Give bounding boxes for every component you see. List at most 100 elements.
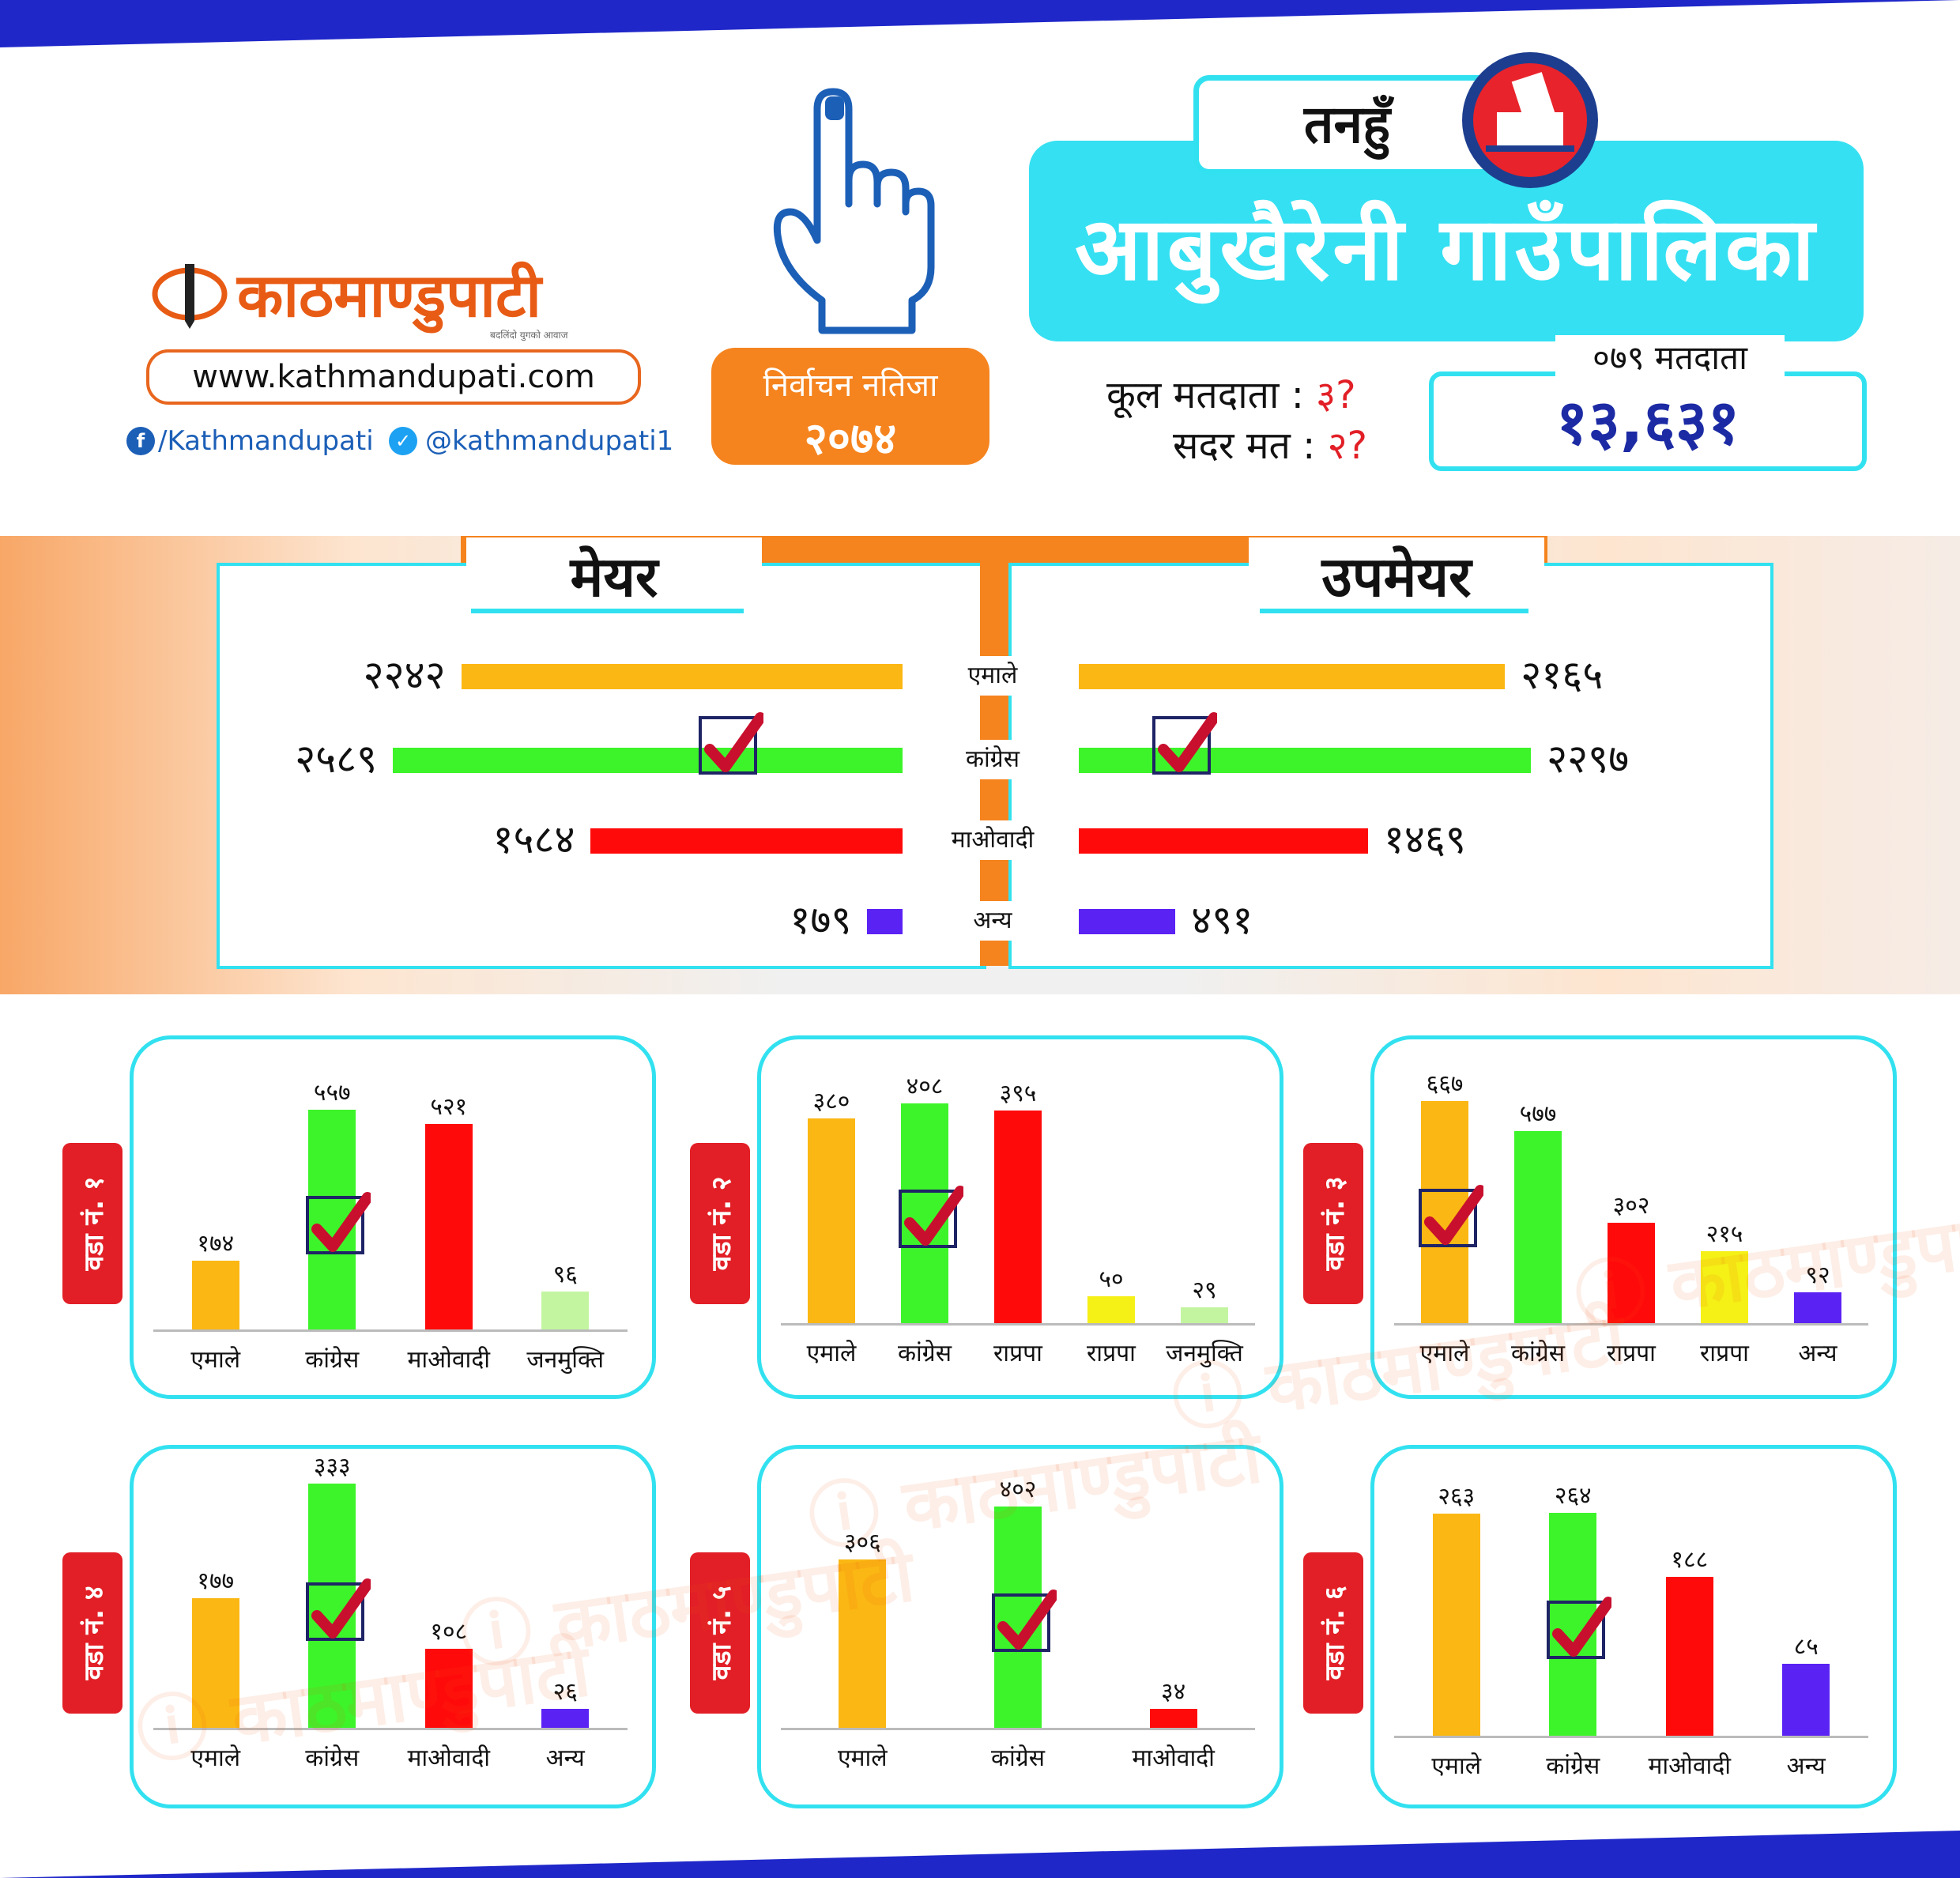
election-result-badge: निर्वाचन नतिजा २०७४ <box>711 348 989 465</box>
ward-bar-category: अन्य <box>545 1744 585 1772</box>
bottom-accent-band <box>0 1831 1960 1878</box>
ward-bar-category: माओवादी <box>1132 1744 1215 1772</box>
winner-check-icon <box>1419 1184 1483 1247</box>
ward-bar <box>994 1111 1042 1323</box>
x-axis-line <box>1394 1323 1868 1326</box>
ward-bar <box>1665 1577 1713 1736</box>
ward-bar <box>1432 1514 1480 1736</box>
mayor-bar <box>393 748 903 773</box>
result-year: २०७४ <box>804 413 897 465</box>
mayor-bar <box>461 664 903 689</box>
ward-number-label: वडा नं. ३ <box>1319 1176 1351 1271</box>
mayor-bar <box>867 909 903 934</box>
facebook-icon: f <box>126 427 155 455</box>
ward-bar-category: राप्रपा <box>1087 1340 1136 1367</box>
ward-bar-category: कांग्रेस <box>1546 1752 1600 1780</box>
mayor-value: २२४२ <box>363 652 446 698</box>
ward-bar-category: माओवादी <box>407 1744 491 1772</box>
ballot-box-icon <box>1462 52 1598 188</box>
ward-bar-value: ८५ <box>1793 1633 1819 1661</box>
website-link[interactable]: www.kathmandupati.com <box>146 349 641 405</box>
ward-bar-value: १७४ <box>197 1230 235 1258</box>
ward-bar <box>191 1261 239 1329</box>
ward-bar <box>808 1118 855 1323</box>
deputy-bar <box>1079 748 1532 773</box>
mayor-value: १७९ <box>790 897 852 943</box>
ward-bar-category: एमाले <box>190 1346 241 1374</box>
ward-bar-category: कांग्रेस <box>305 1744 360 1772</box>
ward-bar-value: १०८ <box>430 1617 468 1646</box>
brand-tagline: बदलिंदो युगको आवाज <box>490 330 568 341</box>
result-label: निर्वाचन नतिजा <box>763 368 938 404</box>
mayor-title-underline <box>471 609 744 613</box>
ward-bar-category: राप्रपा <box>993 1340 1042 1367</box>
ward-bar <box>424 1123 473 1329</box>
pen-logo-icon <box>152 264 228 329</box>
ward-bar-value: १८८ <box>1671 1546 1709 1574</box>
facebook-handle[interactable]: /Kathmandupati <box>158 425 374 457</box>
ward-bar-value: २६३ <box>1438 1483 1476 1511</box>
voters-count: १३,६३१ <box>1555 387 1740 458</box>
ward-bar-value: ४०२ <box>999 1476 1037 1504</box>
winner-check-icon <box>1547 1597 1612 1660</box>
ward-bar-value: ३०२ <box>1612 1191 1650 1220</box>
winner-check-icon <box>899 1186 963 1249</box>
deputy-bar <box>1079 664 1506 689</box>
x-axis-line <box>1394 1736 1868 1738</box>
ward-bar-value: ४०८ <box>906 1073 944 1101</box>
x-axis-line <box>781 1323 1255 1326</box>
ward-bar-value: ५० <box>1099 1265 1124 1293</box>
ward-number-tab: वडा नं. १ <box>62 1143 122 1304</box>
ward-bar <box>1181 1307 1228 1323</box>
ward-bar-category: एमाले <box>838 1744 888 1772</box>
deputy-title: उपमेयर <box>1249 537 1544 617</box>
twitter-handle[interactable]: @kathmandupati1 <box>425 425 674 457</box>
district-name: तनहुँ <box>1193 75 1501 175</box>
ward-bar-value: ५२१ <box>430 1092 468 1121</box>
total-voters-value: ३? <box>1316 373 1356 417</box>
ward-bar-value: ३८० <box>812 1088 850 1116</box>
ward-bar <box>191 1597 239 1728</box>
valid-votes: सदर मत : २? <box>1173 419 1367 470</box>
ward-bar-value: २६४ <box>1554 1482 1592 1510</box>
ward-bar-value: २६ <box>552 1677 578 1706</box>
deputy-value: ४९१ <box>1191 897 1253 943</box>
ward-bar-value: ३९५ <box>999 1080 1037 1108</box>
mayor-bar <box>590 828 903 854</box>
ward-number-tab: वडा नं. ५ <box>690 1552 750 1714</box>
deputy-bar <box>1079 909 1176 934</box>
winner-check-icon <box>1152 712 1217 775</box>
ward-bar-category: राप्रपा <box>1607 1340 1656 1367</box>
ward-bar-category: कांग्रेस <box>897 1340 952 1367</box>
ward-bar-category: राप्रपा <box>1700 1340 1749 1367</box>
ward-bar-category: अन्य <box>1798 1340 1838 1367</box>
ward-bar-category: एमाले <box>1431 1752 1482 1780</box>
x-axis-line <box>153 1329 628 1332</box>
ward-bar-value: ३३३ <box>313 1453 351 1481</box>
party-label: कांग्रेस <box>937 740 1048 779</box>
winner-check-icon <box>699 712 763 775</box>
ward-number-label: वडा नं. १ <box>78 1176 110 1271</box>
deputy-value: २२९७ <box>1547 736 1630 782</box>
ward-bar-value: ९६ <box>552 1261 578 1288</box>
ward-bar <box>1701 1251 1748 1323</box>
ward-bar <box>541 1708 590 1728</box>
ward-bar-value: ६६७ <box>1426 1070 1464 1099</box>
ward-bar-category: कांग्रेस <box>1510 1340 1565 1367</box>
ward-bar-category: कांग्रेस <box>305 1346 360 1374</box>
ward-bar <box>424 1648 473 1728</box>
valid-votes-value: २? <box>1327 424 1368 468</box>
ward-bar-category: कांग्रेस <box>990 1744 1045 1772</box>
mayor-value: १५८४ <box>492 816 575 862</box>
ward-panel <box>130 1035 656 1399</box>
ward-bar-value: २१५ <box>1706 1220 1743 1249</box>
voting-finger-icon <box>773 88 935 334</box>
ward-bar-value: ३४ <box>1161 1678 1186 1706</box>
ward-number-label: वडा नं. २ <box>706 1176 737 1271</box>
ward-bar-category: जनमुक्ति <box>526 1346 605 1374</box>
ward-bar <box>541 1292 590 1329</box>
ward-bar <box>1608 1222 1655 1323</box>
brand-logo: काठमाण्डुपाटी बदलिंदो युगको आवाज <box>150 253 624 341</box>
ward-bar <box>1149 1709 1197 1728</box>
ward-number-tab: वडा नं. ४ <box>62 1552 122 1714</box>
